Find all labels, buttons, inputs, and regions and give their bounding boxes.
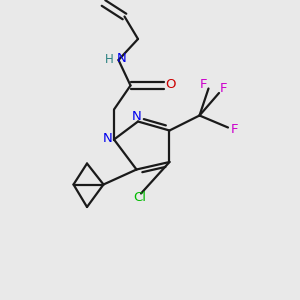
Text: O: O — [165, 77, 175, 91]
Text: F: F — [231, 122, 238, 136]
Text: Cl: Cl — [133, 190, 146, 204]
Text: N: N — [132, 110, 141, 123]
Text: F: F — [199, 78, 207, 92]
Text: N: N — [117, 52, 126, 65]
Text: H: H — [104, 53, 113, 66]
Text: F: F — [220, 82, 227, 95]
Text: N: N — [103, 131, 112, 145]
